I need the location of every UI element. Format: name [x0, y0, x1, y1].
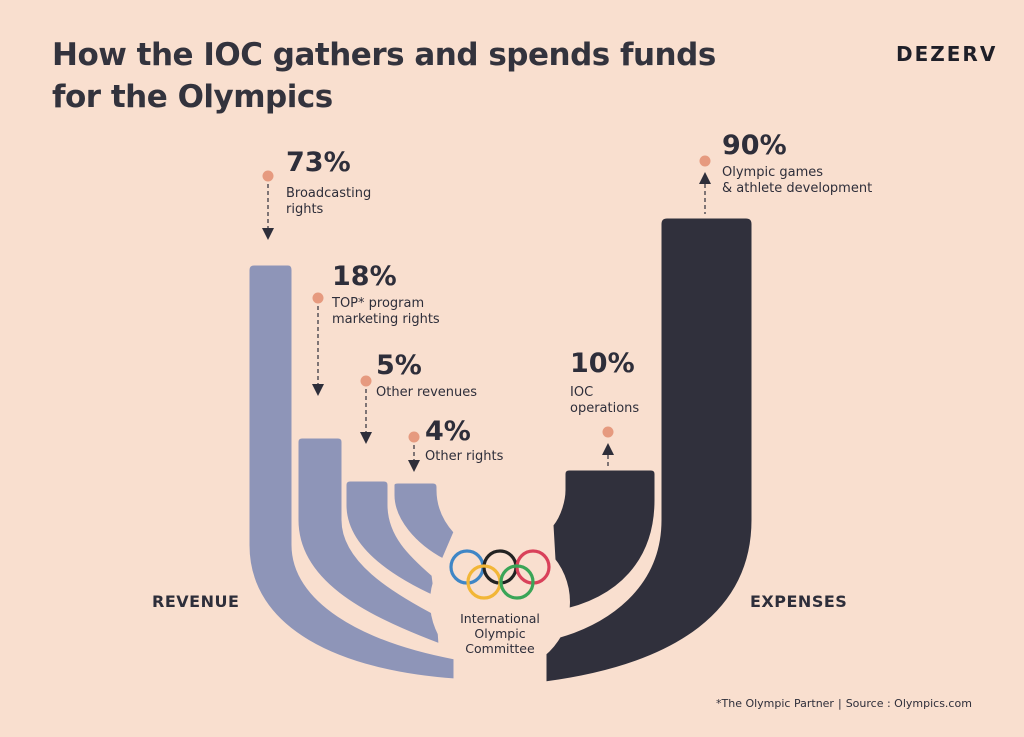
broadcasting-percent: 73% [286, 147, 351, 178]
top-program-label: TOP* program marketing rights [332, 296, 440, 327]
expense-stream-games [543, 215, 755, 685]
pointer-games [699, 155, 711, 214]
committee-circle [430, 532, 570, 672]
pointer-other-rights [408, 431, 420, 472]
revenue-stream-broadcasting [246, 262, 457, 682]
footnote-separator: | [837, 697, 842, 710]
brand-logo: DEZERV [896, 42, 998, 66]
other-revenues-percent: 5% [376, 350, 422, 381]
top-program-percent: 18% [332, 261, 397, 292]
games-label: Olympic games & athlete development [722, 165, 873, 196]
broadcasting-label: Broadcasting rights [286, 186, 372, 217]
pointer-ioc-operations [602, 426, 614, 467]
title-line-1: How the IOC gathers and spends funds [52, 37, 716, 73]
pointer-broadcasting [262, 170, 274, 240]
other-rights-percent: 4% [425, 416, 471, 447]
expenses-label: EXPENSES [750, 592, 848, 611]
revenue-stream-top-program [295, 435, 442, 648]
footnote-source: Source : Olympics.com [845, 697, 972, 710]
revenue-stream-other-rights [391, 480, 457, 563]
games-percent: 90% [722, 130, 787, 161]
pointer-other-revenues [360, 375, 372, 444]
ioc-operations-label: IOC operations [570, 385, 640, 416]
page-title: How the IOC gathers and spends funds for… [52, 34, 812, 118]
committee-name: International Olympic Committee [460, 611, 540, 656]
olympic-rings-icon [449, 549, 551, 600]
ioc-operations-percent: 10% [570, 348, 635, 379]
other-rights-label: Other rights [425, 449, 504, 464]
revenue-label: REVENUE [152, 592, 240, 611]
pointer-top-program [312, 292, 324, 396]
revenue-stream-other-revenues [343, 478, 438, 601]
expense-stream-ioc-operations [550, 467, 658, 614]
other-revenues-label: Other revenues [376, 385, 478, 400]
footnote-definition: *The Olympic Partner [716, 697, 834, 710]
footnote: *The Olympic Partner | Source : Olympics.c… [716, 697, 972, 710]
title-line-2: for the Olympics [52, 79, 333, 115]
